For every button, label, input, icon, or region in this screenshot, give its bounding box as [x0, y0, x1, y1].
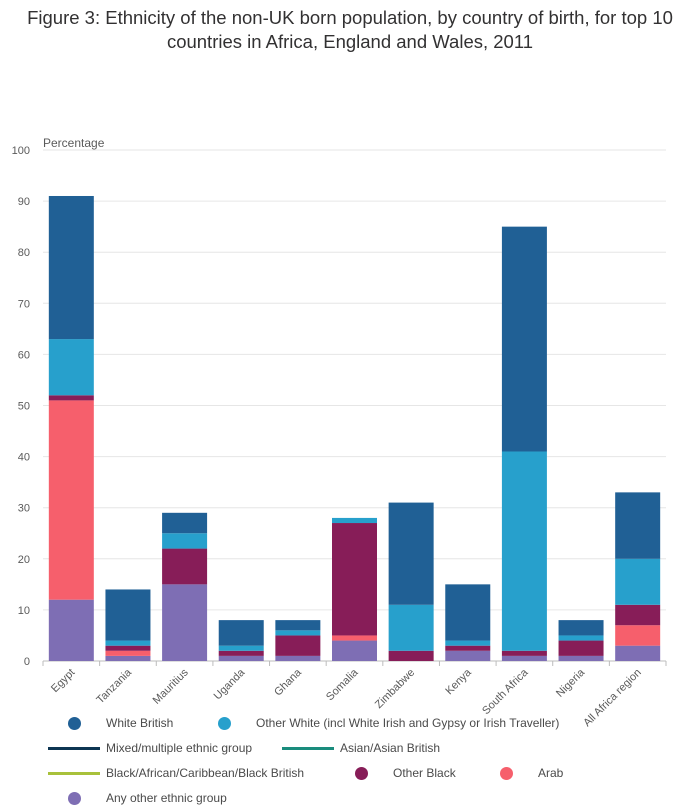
bar-segment	[218, 645, 264, 651]
bar-segment	[558, 655, 604, 661]
bar-segment	[445, 640, 491, 646]
bar-segment	[332, 635, 377, 641]
x-tick-label: Ghana	[272, 666, 304, 698]
x-tick-label: Tanzania	[94, 666, 134, 706]
legend-dot-icon	[68, 792, 81, 805]
y-tick-label: 100	[12, 145, 30, 157]
x-tick-label: All Africa region	[581, 667, 644, 730]
x-tick-label: Somalia	[324, 666, 361, 703]
legend-label: Other Black	[393, 766, 456, 780]
legend-dot-icon	[500, 767, 513, 780]
y-tick-label: 70	[18, 298, 30, 310]
bar-segment	[615, 645, 661, 661]
y-tick-label: 30	[18, 503, 30, 515]
bar-segment	[162, 548, 208, 585]
bar-segment	[162, 512, 208, 534]
y-tick-label: 80	[18, 247, 30, 259]
x-tick-label: Mauritius	[151, 666, 191, 706]
bar-segment	[48, 400, 94, 600]
legend-line-icon	[48, 747, 100, 750]
bar-segment	[162, 533, 208, 549]
y-tick-label: 10	[18, 605, 30, 617]
y-axis-label: Percentage	[43, 136, 105, 150]
y-tick-label: 0	[24, 656, 30, 668]
bar-segment	[388, 604, 434, 651]
legend-label: Arab	[538, 766, 564, 780]
bar-segment	[105, 650, 151, 656]
bar-segment	[388, 650, 434, 661]
chart-title: Figure 3: Ethnicity of the non-UK born p…	[27, 7, 673, 52]
legend-line-icon	[282, 747, 334, 750]
legend-label: White British	[106, 716, 174, 730]
bar-segment	[48, 395, 94, 401]
bar-segment	[558, 620, 604, 636]
bar-segment	[105, 589, 151, 641]
bar-segment	[275, 630, 321, 636]
bar-segment	[558, 635, 604, 641]
bar-segment	[105, 645, 151, 651]
x-tick-label: South Africa	[480, 666, 531, 717]
legend-dot-icon	[68, 717, 81, 730]
bar-segment	[388, 502, 434, 605]
bar-segment	[162, 584, 208, 661]
bar-segment	[501, 655, 547, 661]
bar-segment	[48, 339, 94, 396]
y-tick-label: 60	[18, 349, 30, 361]
legend-label: Mixed/multiple ethnic group	[106, 741, 253, 755]
legend-label: Any other ethnic group	[106, 791, 227, 805]
bar-segment	[445, 650, 491, 661]
bar-segment	[615, 558, 661, 605]
bar-segment	[332, 523, 377, 636]
bar-segment	[615, 625, 661, 646]
bar-segment	[332, 640, 377, 661]
bar-segment	[275, 635, 321, 656]
bar-segment	[558, 640, 604, 656]
bar-segment	[218, 620, 264, 646]
bar-segment	[105, 640, 151, 646]
bar-segment	[445, 645, 491, 651]
x-tick-label: Zimbabwe	[373, 667, 417, 711]
x-tick-label: Uganda	[212, 666, 248, 702]
y-tick-label: 40	[18, 452, 30, 464]
bar-segment	[218, 650, 264, 656]
bar-segment	[105, 655, 151, 661]
bar-segment	[275, 655, 321, 661]
bar-segment	[501, 226, 547, 452]
x-tick-label: Nigeria	[554, 666, 588, 700]
y-tick-label: 50	[18, 401, 30, 413]
bar-segment	[48, 599, 94, 661]
bar-segment	[275, 620, 321, 631]
legend-dot-icon	[218, 717, 231, 730]
legend-line-icon	[48, 772, 100, 775]
bar-segment	[445, 584, 491, 641]
bar-segment	[332, 517, 377, 524]
y-tick-label: 20	[18, 554, 30, 566]
legend-label: Other White (incl White Irish and Gypsy …	[256, 716, 560, 730]
bar-segment	[218, 655, 264, 661]
y-tick-label: 90	[18, 196, 30, 208]
x-tick-label: Kenya	[443, 666, 474, 697]
legend-label: Asian/Asian British	[340, 741, 441, 755]
bar-segment	[48, 195, 94, 340]
bar-segment	[501, 451, 547, 651]
x-tick-label: Egypt	[49, 667, 77, 695]
bar-segment	[615, 604, 661, 626]
bar-segment	[501, 650, 547, 656]
legend-dot-icon	[355, 767, 368, 780]
legend-label: Black/African/Caribbean/Black British	[106, 766, 305, 780]
bar-segment	[615, 492, 661, 559]
